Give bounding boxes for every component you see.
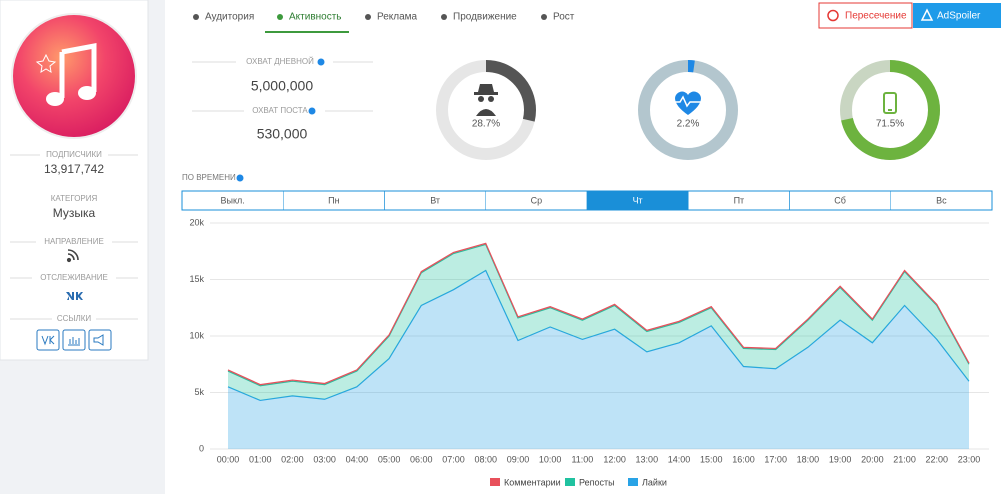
donut-arc bbox=[638, 60, 738, 160]
rss-icon bbox=[66, 249, 79, 263]
label: ОХВАТ ДНЕВНОЙ bbox=[246, 57, 314, 66]
legend-label[interactable]: Лайки bbox=[642, 477, 667, 487]
label: ОХВАТ ПОСТА bbox=[252, 106, 308, 115]
info-icon[interactable] bbox=[236, 174, 244, 182]
post-reach: 530,000 bbox=[257, 126, 308, 142]
x-tick-label: 23:00 bbox=[958, 454, 981, 464]
info-icon[interactable] bbox=[308, 107, 316, 115]
y-tick-label: 0 bbox=[199, 443, 204, 453]
intersection-button[interactable] bbox=[818, 2, 913, 29]
legend-label[interactable]: Репосты bbox=[579, 477, 615, 487]
donut-label: 71.5% bbox=[876, 119, 904, 130]
avatar bbox=[11, 13, 137, 139]
subscribers: 13,917,742 bbox=[44, 162, 104, 176]
x-tick-label: 08:00 bbox=[474, 454, 497, 464]
x-tick-label: 15:00 bbox=[700, 454, 723, 464]
x-tick-label: 00:00 bbox=[217, 454, 240, 464]
x-tick-label: 18:00 bbox=[797, 454, 820, 464]
day-label[interactable]: Пн bbox=[328, 195, 339, 205]
x-tick-label: 19:00 bbox=[829, 454, 852, 464]
x-tick-label: 21:00 bbox=[893, 454, 916, 464]
label: НАПРАВЛЕНИЕ bbox=[44, 237, 104, 246]
daily-reach: 5,000,000 bbox=[251, 78, 313, 94]
y-tick-label: 5k bbox=[194, 387, 204, 397]
vk-icon bbox=[66, 292, 83, 300]
link-buttons[interactable] bbox=[36, 329, 112, 351]
x-tick-label: 02:00 bbox=[281, 454, 304, 464]
label: КАТЕГОРИЯ bbox=[51, 194, 98, 203]
donut-arc bbox=[840, 60, 940, 160]
day-tab[interactable] bbox=[890, 190, 993, 211]
main-panel bbox=[165, 0, 1004, 494]
area-line bbox=[227, 243, 970, 387]
donut-arc bbox=[436, 60, 536, 160]
tab[interactable]: Активность bbox=[289, 12, 342, 23]
icon bbox=[827, 9, 839, 22]
legend-swatch bbox=[565, 478, 575, 486]
x-tick-label: 14:00 bbox=[668, 454, 691, 464]
section-label: ПО ВРЕМЕНИ bbox=[182, 173, 236, 182]
phone-icon bbox=[883, 92, 897, 114]
x-tick-label: 01:00 bbox=[249, 454, 272, 464]
area bbox=[228, 244, 969, 401]
label: ОТСЛЕЖИВАНИЕ bbox=[40, 273, 108, 282]
x-tick-label: 22:00 bbox=[926, 454, 949, 464]
day-label[interactable]: Пт bbox=[734, 195, 745, 205]
button-label[interactable]: Пересечение bbox=[845, 11, 907, 22]
donut-label: 2.2% bbox=[677, 119, 700, 130]
day-label[interactable]: Ср bbox=[531, 195, 543, 205]
y-tick-label: 20k bbox=[189, 217, 204, 227]
y-tick-label: 15k bbox=[189, 274, 204, 284]
day-label[interactable]: Выкл. bbox=[220, 195, 244, 205]
category: Музыка bbox=[53, 206, 96, 220]
tab-icon bbox=[193, 14, 199, 20]
spy-icon bbox=[474, 84, 498, 116]
tab-icon bbox=[277, 14, 283, 20]
y-tick-label: 10k bbox=[189, 330, 204, 340]
x-tick-label: 06:00 bbox=[410, 454, 433, 464]
x-tick-label: 04:00 bbox=[346, 454, 369, 464]
tab-icon bbox=[541, 14, 547, 20]
x-tick-label: 03:00 bbox=[313, 454, 336, 464]
x-tick-label: 16:00 bbox=[732, 454, 755, 464]
area-line bbox=[227, 269, 970, 402]
area bbox=[228, 270, 969, 449]
label: ПОДПИСЧИКИ bbox=[46, 150, 102, 159]
day-label[interactable]: Сб bbox=[834, 195, 846, 205]
x-tick-label: 20:00 bbox=[861, 454, 884, 464]
x-tick-label: 17:00 bbox=[764, 454, 787, 464]
x-tick-label: 05:00 bbox=[378, 454, 401, 464]
heart-icon bbox=[675, 91, 701, 115]
tab-icon bbox=[441, 14, 447, 20]
adspoiler-button[interactable] bbox=[913, 3, 1001, 28]
legend-label[interactable]: Комментарии bbox=[504, 477, 561, 487]
day-label[interactable]: Чт bbox=[633, 195, 643, 205]
day-label[interactable]: Вт bbox=[430, 195, 440, 205]
tab[interactable]: Аудитория bbox=[205, 12, 254, 23]
x-tick-label: 13:00 bbox=[636, 454, 659, 464]
x-tick-label: 09:00 bbox=[507, 454, 530, 464]
tab[interactable]: Продвижение bbox=[453, 12, 517, 23]
label: ССЫЛКИ bbox=[57, 314, 92, 323]
tab[interactable]: Рост bbox=[553, 12, 575, 23]
button-label[interactable]: AdSpoiler bbox=[937, 11, 981, 22]
tab[interactable]: Реклама bbox=[377, 12, 418, 23]
x-tick-label: 10:00 bbox=[539, 454, 562, 464]
x-tick-label: 12:00 bbox=[603, 454, 626, 464]
x-tick-label: 07:00 bbox=[442, 454, 465, 464]
icon bbox=[920, 8, 934, 21]
donut-label: 28.7% bbox=[472, 119, 500, 130]
legend-swatch bbox=[490, 478, 500, 486]
x-tick-label: 11:00 bbox=[571, 454, 593, 464]
area-line bbox=[227, 242, 970, 386]
day-label[interactable]: Вс bbox=[936, 195, 947, 205]
legend-swatch bbox=[628, 478, 638, 486]
tab-icon bbox=[365, 14, 371, 20]
info-icon[interactable] bbox=[317, 58, 325, 66]
